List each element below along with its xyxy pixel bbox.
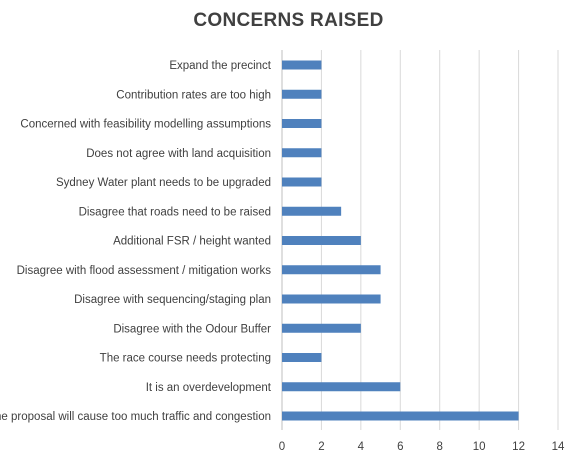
bar bbox=[282, 294, 381, 304]
x-tick-label: 0 bbox=[279, 441, 285, 453]
category-label: Concerned with feasibility modelling ass… bbox=[20, 119, 271, 131]
category-label: The proposal will cause too much traffic… bbox=[0, 411, 271, 423]
category-label: Additional FSR / height wanted bbox=[113, 236, 271, 248]
category-label: Expand the precinct bbox=[169, 60, 271, 72]
x-tick-label: 10 bbox=[473, 441, 486, 453]
bar bbox=[282, 265, 381, 275]
chart-title: CONCERNS RAISED bbox=[193, 10, 384, 31]
category-label: Does not agree with land acquisition bbox=[86, 148, 271, 160]
x-tick-label: 6 bbox=[397, 441, 403, 453]
bar bbox=[282, 411, 519, 421]
bar bbox=[282, 60, 322, 70]
category-label: It is an overdevelopment bbox=[146, 382, 272, 394]
category-label: Disagree with the Odour Buffer bbox=[113, 323, 271, 335]
x-tick-label: 8 bbox=[437, 441, 443, 453]
x-tick-label: 4 bbox=[358, 441, 365, 453]
category-label: Disagree with flood assessment / mitigat… bbox=[17, 265, 272, 277]
bar bbox=[282, 353, 322, 362]
category-label: Disagree with sequencing/staging plan bbox=[74, 294, 271, 306]
bar bbox=[282, 177, 322, 187]
category-label: Disagree that roads need to be raised bbox=[79, 206, 271, 218]
bar bbox=[282, 148, 322, 158]
bar bbox=[282, 382, 401, 392]
category-label: Contribution rates are too high bbox=[116, 89, 271, 101]
bar bbox=[282, 89, 322, 99]
category-label: Sydney Water plant needs to be upgraded bbox=[56, 177, 271, 189]
bar bbox=[282, 236, 361, 245]
x-tick-label: 12 bbox=[512, 441, 525, 453]
bar bbox=[282, 206, 342, 216]
category-label: The race course needs protecting bbox=[100, 353, 271, 365]
x-tick-label: 14 bbox=[552, 441, 565, 453]
bar bbox=[282, 119, 322, 128]
bar bbox=[282, 323, 361, 333]
x-tick-label: 2 bbox=[318, 441, 324, 453]
